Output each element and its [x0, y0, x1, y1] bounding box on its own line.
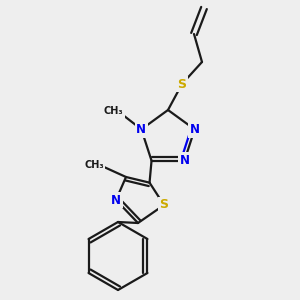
- Text: N: N: [136, 123, 146, 136]
- Text: N: N: [179, 154, 190, 167]
- Text: S: S: [178, 77, 187, 91]
- Text: N: N: [190, 123, 200, 136]
- Text: CH₃: CH₃: [84, 160, 104, 170]
- Text: S: S: [160, 199, 169, 212]
- Text: CH₃: CH₃: [103, 106, 123, 116]
- Text: N: N: [111, 194, 121, 206]
